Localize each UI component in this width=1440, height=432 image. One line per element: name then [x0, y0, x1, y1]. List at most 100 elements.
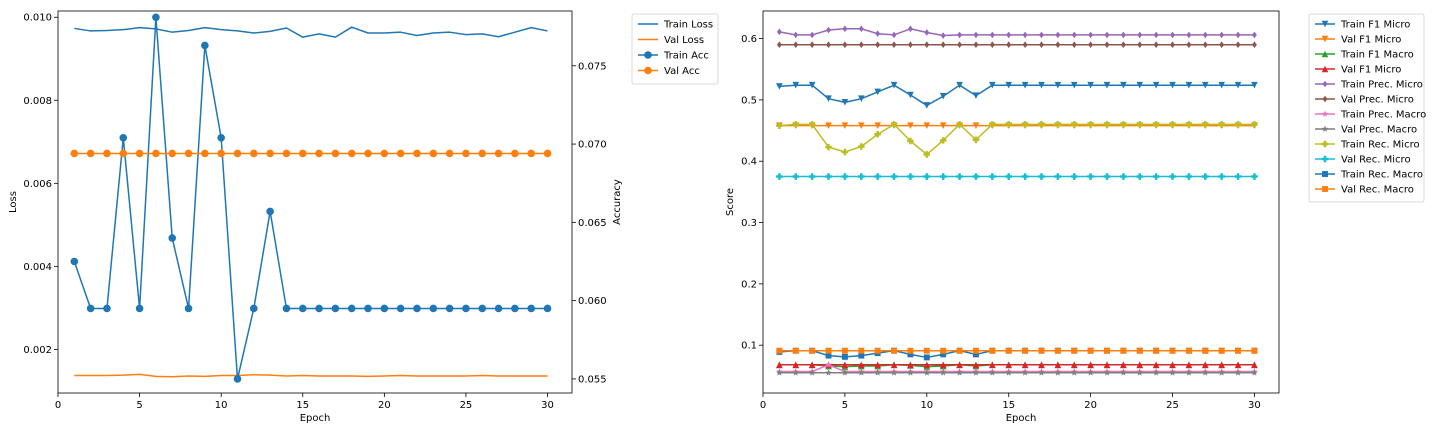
data-point-val-prec-macro: [1251, 369, 1258, 376]
data-point-train-rec-micro: [1136, 121, 1144, 128]
data-point-val-prec-micro: [1120, 41, 1126, 49]
data-point-val-f1-micro: [939, 361, 947, 369]
data-point-train-f1-micro: [956, 81, 963, 89]
data-point-train-prec-micro: [1186, 31, 1192, 39]
legend-label: Val F1 Micro: [1341, 35, 1401, 46]
data-point-val-f1-micro: [1021, 361, 1029, 369]
data-point-val-f1-micro: [1087, 361, 1094, 369]
legend-label: Val Loss: [664, 35, 704, 46]
data-point-val-prec-micro: [1006, 41, 1012, 49]
data-point-train-rec-micro: [907, 137, 914, 145]
legend-marker: [1321, 50, 1329, 58]
data-point-val-prec-macro: [1169, 369, 1176, 376]
data-point-train-prec-micro: [776, 28, 782, 36]
x-tick-label: 25: [1166, 400, 1179, 411]
legend-label: Train Prec. Macro: [1340, 110, 1426, 121]
data-point-val-prec-micro: [1088, 41, 1094, 49]
series-val-f1-micro: [776, 361, 1258, 369]
data-point-val-rec-micro: [1120, 173, 1127, 180]
legend-item-val-prec-micro: Val Prec. Micro: [1315, 95, 1414, 106]
data-point-val-acc: [494, 149, 503, 158]
x-tick-label: 20: [378, 400, 391, 411]
data-point-val-acc: [364, 149, 372, 158]
data-point-val-f1-micro: [874, 361, 881, 369]
data-point-train-acc: [364, 304, 372, 313]
data-point-train-f1-micro: [890, 81, 898, 89]
data-point-train-f1-micro: [1021, 81, 1029, 89]
data-point-train-rec-micro: [1201, 121, 1209, 128]
data-point-train-acc: [445, 304, 454, 313]
data-point-train-rec-micro: [923, 151, 931, 158]
data-point-train-f1-micro: [825, 95, 832, 102]
data-point-val-f1-micro: [890, 361, 898, 369]
series-val-f1-micro: [776, 122, 1258, 129]
data-point-val-f1-micro: [907, 122, 914, 129]
data-point-train-prec-micro: [1137, 31, 1143, 39]
x-tick-label: 10: [215, 400, 228, 411]
data-point-val-prec-macro: [1087, 369, 1094, 376]
data-point-val-acc: [282, 149, 291, 158]
legend-marker: [1322, 186, 1328, 192]
data-point-val-acc: [445, 149, 454, 158]
data-point-val-rec-macro: [989, 347, 996, 354]
data-point-val-rec-micro: [857, 173, 865, 180]
data-point-train-acc: [511, 304, 519, 313]
data-point-val-prec-micro: [809, 41, 815, 49]
data-point-train-prec-micro: [940, 32, 946, 39]
data-point-val-rec-micro: [825, 173, 832, 180]
data-point-train-acc: [331, 304, 340, 313]
legend-marker: [1322, 171, 1328, 177]
data-point-train-rec-micro: [890, 121, 898, 128]
legend-label: Val Rec. Micro: [1341, 155, 1411, 166]
legend-label: Train F1 Micro: [1340, 20, 1410, 31]
data-point-val-prec-micro: [1235, 41, 1241, 49]
data-point-val-f1-micro: [1054, 361, 1062, 369]
y2-tick-label: 0.075: [578, 61, 607, 72]
data-point-train-prec-micro: [1022, 31, 1028, 39]
data-point-val-acc: [119, 149, 128, 158]
data-point-val-prec-macro: [1070, 369, 1078, 376]
data-point-val-rec-macro: [972, 347, 979, 354]
data-point-val-f1-micro: [972, 122, 980, 129]
y-tick-label: 0.008: [23, 96, 52, 107]
legend-label: Train Rec. Macro: [1340, 170, 1423, 181]
data-point-val-acc: [396, 149, 405, 158]
legend-marker: [1321, 20, 1329, 28]
data-point-train-rec-micro: [1185, 121, 1193, 128]
data-point-val-rec-micro: [1201, 173, 1209, 180]
data-point-train-rec-micro: [1234, 121, 1242, 128]
y-axis-label: Score: [725, 188, 736, 216]
data-point-train-prec-micro: [973, 31, 979, 39]
data-point-val-f1-micro: [874, 122, 881, 129]
data-point-val-f1-micro: [857, 361, 865, 369]
data-point-train-f1-micro: [1054, 81, 1062, 89]
data-point-val-rec-micro: [874, 173, 881, 180]
data-point-val-prec-macro: [1185, 369, 1193, 376]
data-point-val-f1-micro: [1038, 361, 1045, 369]
data-point-train-acc: [201, 41, 209, 50]
plot-frame: [57, 10, 573, 394]
data-point-train-f1-micro: [989, 81, 996, 89]
data-point-train-prec-micro: [1251, 31, 1257, 39]
y2-axis-label: Accuracy: [612, 179, 623, 225]
data-point-val-prec-macro: [1218, 369, 1225, 376]
data-point-val-f1-micro: [1201, 361, 1209, 369]
data-point-train-acc: [462, 304, 470, 313]
data-point-val-acc: [298, 149, 307, 158]
data-point-val-prec-micro: [793, 41, 799, 49]
data-point-val-rec-macro: [940, 347, 947, 354]
data-point-val-prec-micro: [1104, 41, 1110, 49]
data-point-val-prec-macro: [907, 369, 914, 376]
data-point-train-prec-micro: [1120, 31, 1126, 39]
data-point-train-acc: [103, 304, 111, 313]
legend: Train F1 Micro Val F1 Micro Train F1 Macro…: [1308, 13, 1426, 203]
data-point-val-prec-macro: [890, 369, 898, 376]
data-point-val-acc: [266, 149, 274, 158]
data-point-train-prec-micro: [1006, 31, 1012, 39]
data-point-val-rec-micro: [890, 173, 898, 180]
data-point-val-rec-micro: [808, 173, 816, 180]
data-point-train-rec-macro: [923, 354, 930, 361]
y-tick-label: 0.4: [741, 157, 757, 168]
data-point-val-rec-micro: [923, 173, 931, 180]
